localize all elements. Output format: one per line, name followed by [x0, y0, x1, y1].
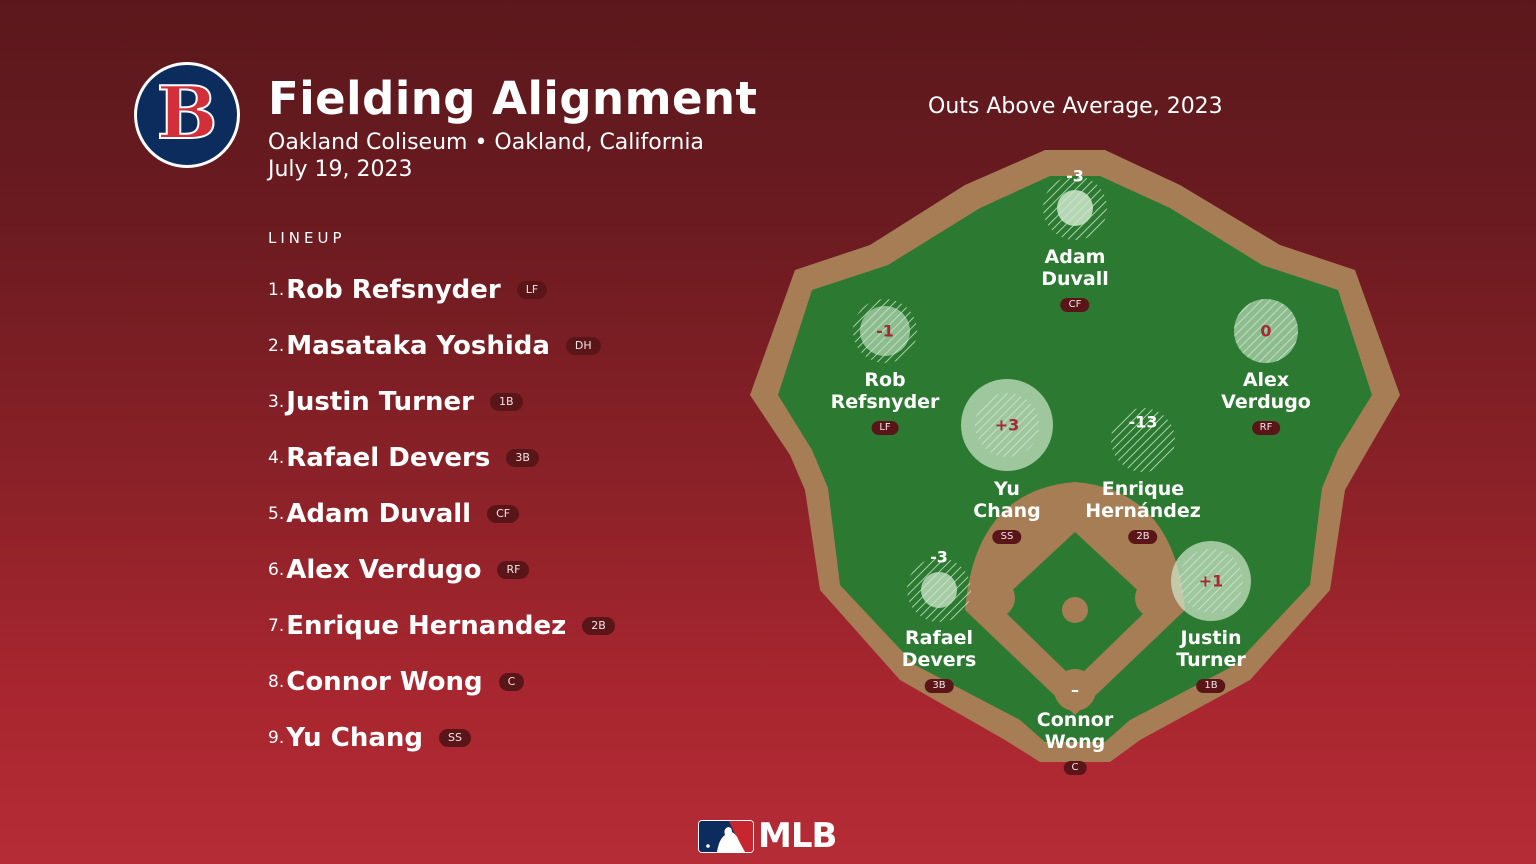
lineup-item: 3. Justin Turner 1B: [268, 374, 615, 430]
position-badge: LF: [516, 281, 548, 299]
lineup-list: 1. Rob Refsnyder LF 2. Masataka Yoshida DH 3…: [268, 262, 615, 766]
red-sox-logo: B: [134, 62, 240, 168]
player-name: Masataka Yoshida: [286, 331, 550, 361]
field-player-3b: Rafael Devers 3B: [901, 627, 977, 693]
lineup-item: 1. Rob Refsnyder LF: [268, 262, 615, 318]
last-name: Verdugo: [1221, 391, 1311, 413]
batting-order: 5.: [268, 504, 285, 524]
position-badge: RF: [1251, 421, 1281, 435]
lineup-item: 2. Masataka Yoshida DH: [268, 318, 615, 374]
page-title: Fielding Alignment: [268, 72, 758, 125]
last-name: Wong: [1044, 731, 1106, 753]
position-badge: LF: [871, 421, 899, 435]
field-player-ss: Yu Chang SS: [973, 478, 1041, 544]
last-name: Chang: [973, 500, 1041, 522]
field-player-cf: Adam Duvall CF: [1041, 246, 1109, 312]
batting-order: 8.: [268, 672, 285, 692]
oaa-title: Outs Above Average, 2023: [928, 94, 1223, 119]
player-name: Rafael Devers: [286, 443, 491, 473]
player-name: Adam Duvall: [286, 499, 472, 529]
oaa-core-3b: [921, 572, 957, 608]
oaa-range-2b: [1111, 408, 1175, 472]
position-badge: C: [498, 673, 525, 691]
first-name: Enrique: [1101, 478, 1185, 500]
oaa-core-lf: [860, 306, 910, 356]
oaa-range-1b: [1179, 549, 1243, 613]
team-logo-letter: B: [156, 70, 219, 155]
position-badge: 3B: [506, 449, 539, 467]
lineup-item: 7. Enrique Hernandez 2B: [268, 598, 615, 654]
mlb-wordmark: MLB: [758, 816, 837, 856]
pitchers-mound: [1062, 597, 1088, 623]
first-name: Yu: [994, 478, 1020, 500]
lineup-heading: LINEUP: [268, 229, 346, 247]
player-name: Justin Turner: [286, 387, 474, 417]
lineup-item: 9. Yu Chang SS: [268, 710, 615, 766]
position-badge: 2B: [1128, 530, 1158, 544]
oaa-range-ss: [975, 393, 1039, 457]
position-badge: 1B: [489, 393, 523, 411]
venue: Oakland Coliseum • Oakland, California: [268, 130, 704, 155]
last-name: Devers: [901, 649, 977, 671]
game-date: July 19, 2023: [268, 157, 413, 182]
position-badge: SS: [992, 530, 1022, 544]
position-badge: 3B: [924, 679, 954, 693]
first-name: Rafael: [905, 627, 973, 649]
first-name: Adam: [1044, 246, 1106, 268]
oaa-value-lf: -1: [876, 321, 894, 341]
lineup-item: 8. Connor Wong C: [268, 654, 615, 710]
player-name: Yu Chang: [286, 723, 423, 753]
position-badge: DH: [565, 337, 601, 355]
oaa-value-c: –: [1071, 680, 1079, 700]
field-player-1b: Justin Turner 1B: [1176, 627, 1246, 693]
oaa-value-cf: -3: [1066, 166, 1084, 186]
oaa-value-2b: -13: [1128, 412, 1158, 432]
field-player-2b: Enrique Hernández 2B: [1085, 478, 1201, 544]
first-name: Alex: [1242, 369, 1290, 391]
first-name: Justin: [1180, 627, 1242, 649]
batting-order: 7.: [268, 616, 285, 636]
batting-order: 9.: [268, 728, 285, 748]
oaa-value-ss: +3: [994, 415, 1020, 435]
oaa-core-cf: [1057, 190, 1093, 226]
lineup-item: 6. Alex Verdugo RF: [268, 542, 615, 598]
player-name: Connor Wong: [286, 667, 483, 697]
last-name: Duvall: [1041, 268, 1109, 290]
batting-order: 2.: [268, 336, 285, 356]
player-name: Alex Verdugo: [286, 555, 482, 585]
mlb-logo: MLB: [698, 816, 837, 856]
batting-order: 4.: [268, 448, 285, 468]
home-plate-circle: [1054, 669, 1096, 711]
oaa-value-rf: 0: [1260, 321, 1272, 341]
lineup-item: 4. Rafael Devers 3B: [268, 430, 615, 486]
oaa-range-rf: [1234, 299, 1298, 363]
batting-order: 6.: [268, 560, 285, 580]
field-player-rf: Alex Verdugo RF: [1221, 369, 1311, 435]
player-name: Rob Refsnyder: [286, 275, 501, 305]
position-badge: CF: [487, 505, 520, 523]
first-name: Rob: [864, 369, 906, 391]
batting-order: 1.: [268, 280, 285, 300]
batting-order: 3.: [268, 392, 285, 412]
oaa-value-1b: +1: [1198, 571, 1224, 591]
field-player-c: Connor Wong C: [1037, 709, 1113, 775]
position-badge: RF: [497, 561, 530, 579]
position-badge: 1B: [1196, 679, 1226, 693]
position-badge: CF: [1060, 298, 1090, 312]
position-badge: 2B: [582, 617, 615, 635]
last-name: Turner: [1176, 649, 1246, 671]
first-name: Connor: [1036, 709, 1114, 731]
lineup-item: 5. Adam Duvall CF: [268, 486, 615, 542]
field-player-lf: Rob Refsnyder LF: [830, 369, 940, 435]
player-name: Enrique Hernandez: [286, 611, 567, 641]
position-badge: SS: [439, 729, 471, 747]
oaa-value-3b: -3: [930, 547, 948, 567]
last-name: Hernández: [1085, 500, 1201, 522]
last-name: Refsnyder: [830, 391, 940, 413]
mlb-batter-icon: [698, 819, 754, 853]
position-badge: C: [1063, 761, 1087, 775]
